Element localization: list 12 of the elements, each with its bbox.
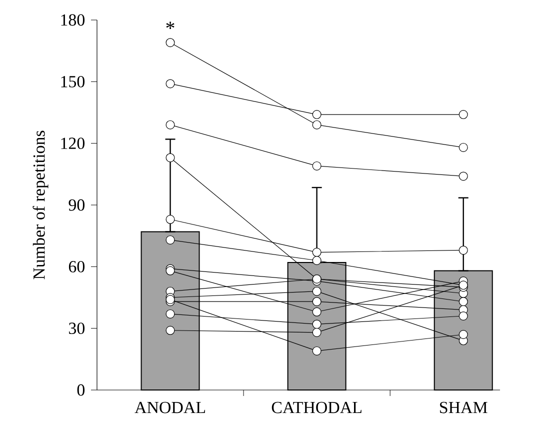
y-tick-label: 60 (68, 260, 85, 272)
y-tick-label: 150 (61, 76, 85, 88)
y-tick-label: 180 (61, 14, 85, 26)
y-tick-label: 120 (61, 138, 85, 150)
y-tick-label: 90 (68, 199, 85, 211)
x-tick-label: ANODAL (134, 402, 205, 414)
y-tick-label: 30 (69, 322, 85, 334)
y-axis-title: Number of repetitions (32, 130, 48, 280)
x-tick-label: SHAM (440, 402, 488, 414)
annotation: * (166, 22, 174, 30)
y-tick-label: 0 (77, 384, 85, 396)
x-tick-label: CATHODAL (272, 402, 362, 414)
